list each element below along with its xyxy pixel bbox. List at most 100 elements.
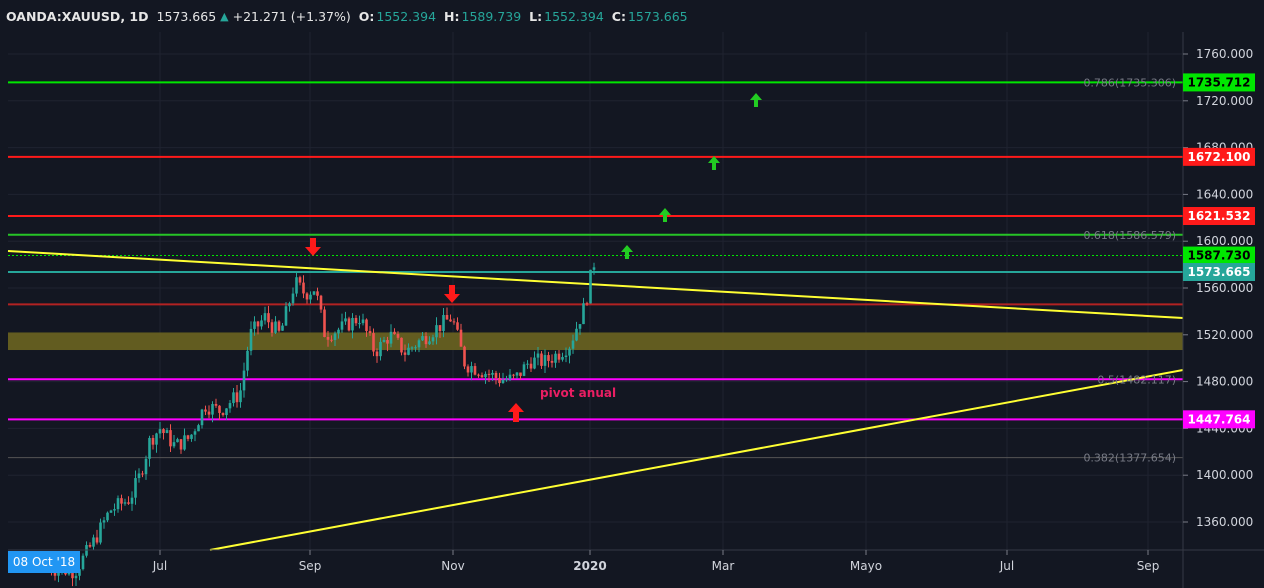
y-tick-label: 1600.000 bbox=[1196, 234, 1253, 248]
candle-body bbox=[165, 430, 169, 434]
candle-body bbox=[106, 512, 109, 521]
close-value: 1573.665 bbox=[627, 8, 688, 24]
high-label: H: bbox=[444, 8, 460, 24]
price-chart[interactable]: pivot anual 0.786(1735.306) 0.618(1586.57… bbox=[0, 32, 1264, 588]
candle-body bbox=[232, 392, 235, 404]
fib-label: 0.5(1482.117) bbox=[1097, 373, 1176, 386]
candle-body bbox=[417, 340, 421, 348]
candle-body bbox=[144, 458, 148, 475]
candle-body bbox=[200, 409, 204, 426]
candle-body bbox=[477, 374, 480, 376]
candle-body bbox=[253, 321, 256, 329]
candle-body bbox=[305, 293, 309, 300]
open-value: 1552.394 bbox=[376, 8, 437, 24]
fib-label: 0.382(1377.654) bbox=[1083, 452, 1176, 465]
candle-body bbox=[298, 277, 302, 283]
y-tick-label: 1560.000 bbox=[1196, 281, 1253, 295]
candle-body bbox=[134, 478, 137, 498]
candle-body bbox=[480, 375, 484, 378]
x-tick-label: Jul bbox=[999, 559, 1014, 573]
candle-body bbox=[141, 473, 144, 475]
candle-body bbox=[326, 336, 330, 340]
candle-body bbox=[109, 510, 113, 513]
candle-body bbox=[442, 314, 445, 331]
candle-body bbox=[228, 403, 232, 409]
price-tag bbox=[1183, 263, 1255, 282]
candle-body bbox=[470, 366, 473, 373]
ascending-trendline[interactable] bbox=[209, 369, 1184, 551]
candle-body bbox=[330, 339, 333, 341]
symbol-label[interactable]: OANDA:XAUUSD, 1D bbox=[6, 8, 149, 24]
candle-body bbox=[281, 325, 284, 331]
candle-body bbox=[431, 337, 435, 342]
candle-body bbox=[519, 372, 522, 376]
price-tag bbox=[1183, 147, 1255, 166]
up-arrow-icon bbox=[750, 93, 762, 107]
candle-body bbox=[358, 323, 361, 325]
price-tag-label: 1447.764 bbox=[1187, 412, 1250, 426]
y-tick-label: 1760.000 bbox=[1196, 47, 1253, 61]
candle-body bbox=[190, 434, 193, 439]
candle-body bbox=[428, 341, 431, 345]
candle-body bbox=[526, 363, 529, 365]
candle-body bbox=[127, 502, 130, 504]
candle-body bbox=[435, 325, 438, 338]
candle-body bbox=[543, 355, 547, 366]
x-tick-label: Mar bbox=[712, 559, 735, 573]
candle-body bbox=[92, 537, 95, 547]
price-axis[interactable]: 1760.0001720.0001680.0001640.0001600.000… bbox=[1183, 47, 1253, 529]
candle-body bbox=[316, 291, 319, 296]
candle-body bbox=[225, 408, 228, 416]
candle-body bbox=[508, 374, 512, 380]
time-axis[interactable]: Jul Sep Nov 2020 Mar Mayo Jul Sep bbox=[152, 550, 1160, 573]
candle-body bbox=[389, 331, 393, 344]
candle-body bbox=[456, 322, 459, 330]
candle-body bbox=[449, 319, 452, 322]
candle-body bbox=[249, 328, 253, 351]
open-label: O: bbox=[358, 8, 375, 24]
candle-body bbox=[375, 351, 379, 357]
candle-body bbox=[459, 329, 463, 347]
candle-body bbox=[550, 360, 554, 363]
candle-body bbox=[53, 571, 57, 576]
pivot-label: pivot anual bbox=[540, 386, 616, 400]
candles bbox=[46, 262, 596, 587]
candle-body bbox=[95, 537, 99, 543]
candle-body bbox=[323, 309, 326, 337]
price-tag-label: 1621.532 bbox=[1187, 209, 1250, 223]
candle-body bbox=[571, 340, 575, 349]
y-tick-label: 1400.000 bbox=[1196, 468, 1253, 482]
candle-body bbox=[169, 430, 172, 447]
fib-label: 0.786(1735.306) bbox=[1083, 76, 1176, 89]
candle-body bbox=[463, 346, 466, 367]
candle-body bbox=[498, 377, 501, 384]
candle-body bbox=[309, 294, 312, 300]
candle-body bbox=[592, 267, 596, 270]
descending-trendline[interactable] bbox=[7, 250, 1184, 319]
candle-body bbox=[274, 321, 277, 333]
candle-body bbox=[445, 314, 449, 320]
candle-body bbox=[113, 509, 116, 511]
candle-body bbox=[344, 318, 347, 322]
price-tag-label: 1735.712 bbox=[1187, 75, 1250, 89]
price-tag bbox=[1183, 207, 1255, 226]
candle-body bbox=[57, 570, 60, 576]
candle-body bbox=[589, 269, 592, 304]
candle-body bbox=[501, 379, 505, 384]
candle-body bbox=[102, 520, 106, 523]
candle-body bbox=[291, 293, 295, 304]
signal-arrows bbox=[305, 93, 762, 422]
candle-body bbox=[491, 372, 494, 375]
candle-body bbox=[529, 363, 533, 369]
candle-body bbox=[487, 373, 491, 375]
support-zone bbox=[8, 332, 1183, 351]
y-tick-label: 1520.000 bbox=[1196, 328, 1253, 342]
candle-body bbox=[466, 366, 470, 373]
candle-body bbox=[71, 569, 74, 579]
candle-body bbox=[414, 347, 417, 349]
candle-body bbox=[438, 325, 442, 331]
up-arrow-icon bbox=[508, 403, 524, 422]
candle-body bbox=[522, 364, 526, 376]
candle-body bbox=[473, 366, 477, 375]
candle-body bbox=[561, 357, 564, 360]
